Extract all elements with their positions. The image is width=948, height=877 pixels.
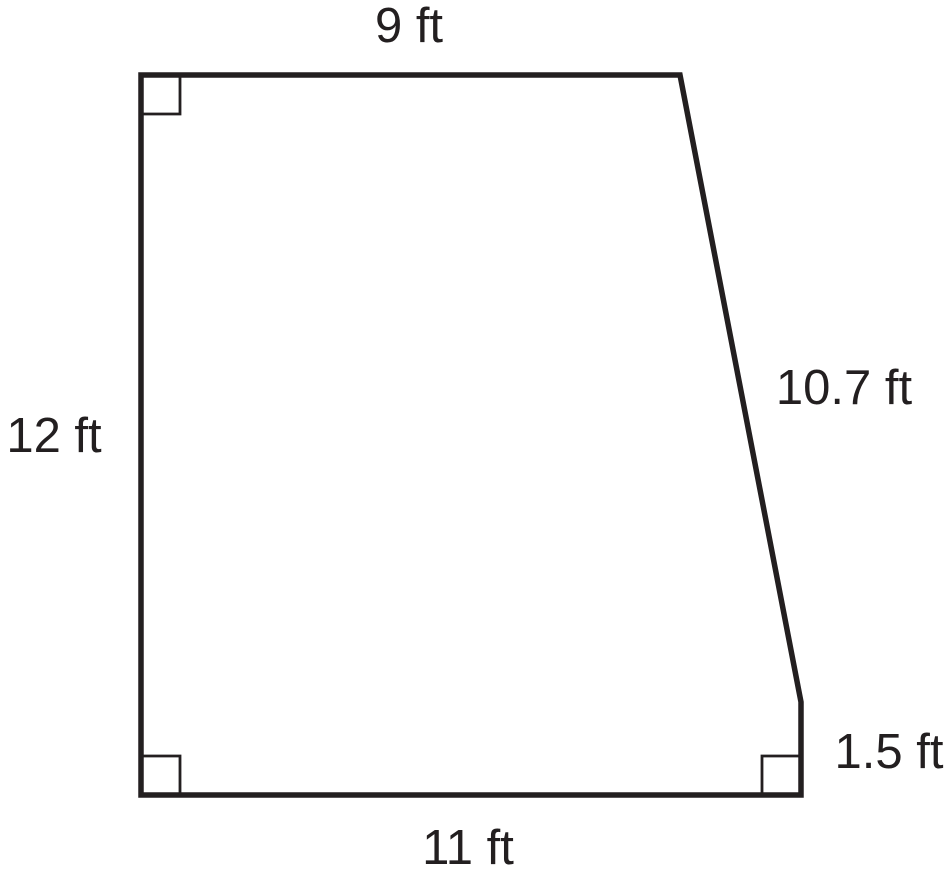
side-label-left: 12 ft (6, 409, 102, 463)
side-label-right-lower: 1.5 ft (835, 725, 944, 779)
side-label-right-slant: 10.7 ft (776, 361, 913, 415)
side-label-top: 9 ft (375, 0, 443, 53)
right-angle-icon-top-left (141, 75, 182, 116)
right-angle-icon-bottom-left (141, 754, 182, 795)
quadrilateral-outline (138, 72, 804, 798)
right-angle-icon-bottom-right (760, 754, 801, 795)
side-label-bottom: 11 ft (422, 821, 514, 875)
